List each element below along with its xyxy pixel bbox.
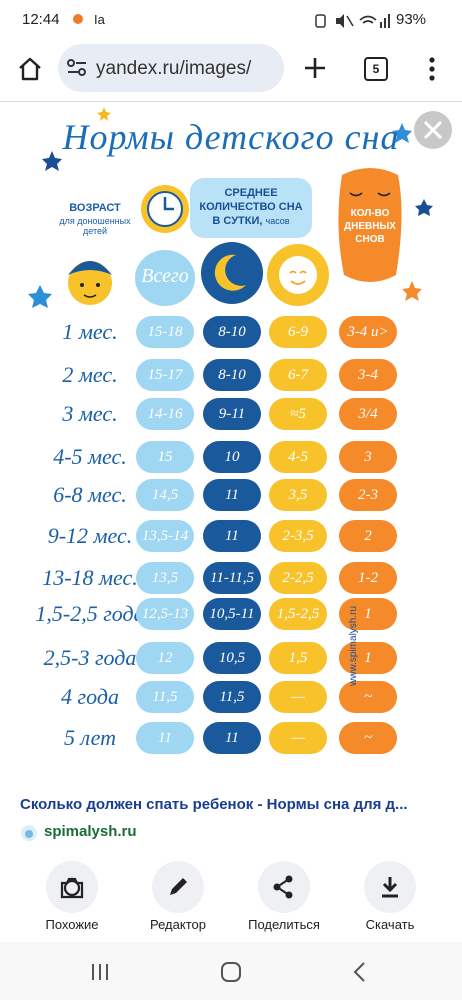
- naps-cell: 3-4: [339, 359, 397, 391]
- age-label: 9-12 мес.: [47, 523, 133, 548]
- naps-cell: 1-2: [339, 562, 397, 594]
- infographic-title: Нормы детского сна: [62, 117, 400, 157]
- naps-cell: 3-4 и>: [339, 316, 397, 348]
- total-cell: 11: [136, 722, 194, 754]
- age-label: 4 года: [61, 684, 119, 709]
- night-cell: 8-10: [203, 359, 261, 391]
- battery: 93%: [396, 11, 427, 28]
- night-cell: 8-10: [203, 316, 261, 348]
- action-label[interactable]: Похожие: [45, 917, 99, 932]
- total-cell: 14-16: [136, 398, 194, 430]
- age-label: 1,5-2,5 года: [35, 601, 145, 626]
- day-cell: —: [269, 722, 327, 754]
- total-cell: 14,5: [136, 479, 194, 511]
- total-cell: 12,5-13: [136, 598, 194, 630]
- total-cell: 15: [136, 441, 194, 473]
- site-settings-icon[interactable]: [66, 58, 88, 78]
- action-label[interactable]: Скачать: [365, 917, 415, 932]
- tab-switcher[interactable]: 5: [364, 57, 388, 81]
- total-cell: 15-18: [136, 316, 194, 348]
- total-cell: 11,5: [136, 681, 194, 713]
- day-cell: 6-7: [269, 359, 327, 391]
- action-button[interactable]: [364, 861, 416, 913]
- naps-cell: 3/4: [339, 398, 397, 430]
- action-label[interactable]: Редактор: [150, 917, 206, 932]
- status-icons: [315, 14, 390, 28]
- day-cell: 2-3,5: [269, 520, 327, 552]
- night-cell: 11-11,5: [203, 562, 261, 594]
- night-cell: 10,5: [203, 642, 261, 674]
- day-cell: 3,5: [269, 479, 327, 511]
- carrier: Ia: [94, 12, 105, 27]
- address-bar[interactable]: [58, 44, 284, 92]
- total-cell: 12: [136, 642, 194, 674]
- night-cell: 10,5-11: [203, 598, 261, 630]
- age-label: 2,5-3 года: [43, 645, 137, 670]
- day-cell: ≈5: [269, 398, 327, 430]
- credit: www.spimalysh.ru: [348, 605, 359, 686]
- action-icon: [60, 877, 84, 899]
- age-header: ВОЗРАСТ: [69, 202, 121, 214]
- age-label: 3 мес.: [62, 401, 118, 426]
- action-icon: [273, 875, 293, 899]
- day-cell: 4-5: [269, 441, 327, 473]
- infographic-decor: [28, 107, 452, 308]
- new-tab-button[interactable]: [303, 56, 327, 80]
- night-cell: 11: [203, 722, 261, 754]
- total-cell: 15-17: [136, 359, 194, 391]
- app-icon: [73, 14, 83, 24]
- divider: [0, 101, 462, 102]
- sleep-header: СРЕДНЕЕ КОЛИЧЕСТВО СНА В СУТКИ, часов: [196, 186, 306, 228]
- night-cell: 9-11: [203, 398, 261, 430]
- nav-buttons[interactable]: [90, 960, 380, 984]
- action-label[interactable]: Поделиться: [248, 917, 320, 932]
- status-bar: 12:44 Ia 93%: [0, 0, 462, 40]
- naps-cell: 2: [339, 520, 397, 552]
- time: 12:44: [22, 11, 60, 28]
- result-title[interactable]: Сколько должен спать ребенок - Нормы сна…: [20, 796, 408, 813]
- nav-bar: [0, 942, 462, 1000]
- day-cell: 6-9: [269, 316, 327, 348]
- sleep-header-text: СРЕДНЕЕ КОЛИЧЕСТВО СНА В СУТКИ,: [199, 187, 303, 227]
- night-cell: 10: [203, 441, 261, 473]
- age-label: 5 лет: [63, 725, 116, 750]
- source-favicon: [21, 825, 37, 841]
- age-label: 13-18 мес.: [42, 565, 138, 590]
- naps-cell: 3: [339, 441, 397, 473]
- action-icon: [382, 877, 398, 898]
- action-button[interactable]: [258, 861, 310, 913]
- total-cell: 13,5: [136, 562, 194, 594]
- day-cell: 2-2,5: [269, 562, 327, 594]
- naps-cell: 2-3: [339, 479, 397, 511]
- naps-cell: 1: [339, 642, 397, 674]
- action-button[interactable]: [152, 861, 204, 913]
- day-cell: 1,5-2,5: [269, 598, 327, 630]
- night-cell: 11: [203, 520, 261, 552]
- age-label: 1 мес.: [62, 319, 118, 344]
- action-button[interactable]: [46, 861, 98, 913]
- total-cell: 13,5-14: [136, 520, 194, 552]
- total-header: Всего: [141, 265, 189, 287]
- naps-cell: 1: [339, 598, 397, 630]
- age-label: 4-5 мес.: [53, 444, 127, 469]
- day-cell: —: [269, 681, 327, 713]
- age-label: 2 мес.: [62, 362, 118, 387]
- naps-header: КОЛ-ВО ДНЕВНЫХ СНОВ: [344, 208, 396, 245]
- result-source[interactable]: spimalysh.ru: [44, 823, 137, 840]
- night-cell: 11: [203, 479, 261, 511]
- menu-button[interactable]: [428, 56, 436, 82]
- action-icon: [170, 878, 187, 895]
- day-cell: 1,5: [269, 642, 327, 674]
- url-text[interactable]: yandex.ru/images/: [96, 58, 252, 79]
- age-label: 6-8 мес.: [53, 482, 127, 507]
- night-cell: 11,5: [203, 681, 261, 713]
- naps-cell: ~: [339, 722, 397, 754]
- age-subheader: для доношенных детей: [59, 216, 131, 236]
- naps-cell: ~: [339, 681, 397, 713]
- home-button[interactable]: [16, 55, 44, 83]
- sleep-unit: часов: [265, 216, 290, 226]
